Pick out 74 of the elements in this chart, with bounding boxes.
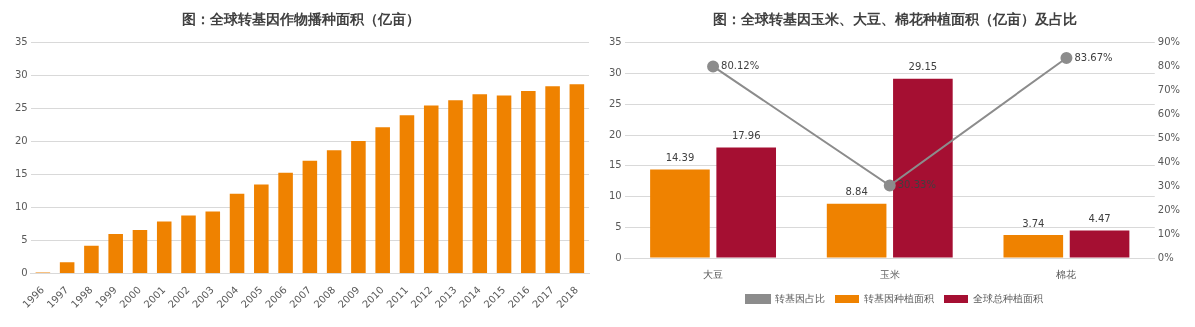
data-label: 3.74 xyxy=(1022,217,1045,229)
y-tick-label: 0 xyxy=(21,267,28,279)
data-label: 29.15 xyxy=(908,61,938,73)
chart-title: 图：全球转基因作物播种面积（亿亩） xyxy=(181,11,420,28)
bar xyxy=(302,160,318,274)
bar xyxy=(716,147,777,258)
bar xyxy=(472,94,488,274)
y-tick-label: 15 xyxy=(608,159,622,171)
y2-tick-label: 40% xyxy=(1157,155,1181,167)
y2-tick-label: 90% xyxy=(1157,36,1181,48)
legend-label: 转基因占比 xyxy=(775,292,825,304)
y2-tick-label: 10% xyxy=(1157,227,1181,239)
bar xyxy=(893,78,953,258)
bar xyxy=(181,215,196,274)
bar xyxy=(650,169,710,258)
x-tick-label: 大豆 xyxy=(703,268,724,280)
bar xyxy=(254,184,269,274)
legend-label: 转基因种植面积 xyxy=(864,292,934,304)
y-tick-label: 30 xyxy=(608,67,622,79)
data-label: 80.12% xyxy=(721,60,760,72)
bar xyxy=(423,105,439,274)
y-tick-label: 30 xyxy=(14,69,28,81)
y-tick-label: 5 xyxy=(615,220,622,232)
data-label: 83.67% xyxy=(1074,51,1113,63)
bar xyxy=(496,95,512,274)
y-tick-label: 10 xyxy=(14,201,28,213)
bar xyxy=(108,233,123,274)
y-tick-label: 0 xyxy=(615,251,622,263)
bar xyxy=(569,84,585,274)
y-tick-label: 25 xyxy=(14,102,28,114)
bar xyxy=(1003,235,1064,258)
bar xyxy=(59,262,75,274)
y-tick-label: 35 xyxy=(608,36,622,48)
y-tick-label: 25 xyxy=(608,97,622,109)
bar xyxy=(375,127,390,274)
bar xyxy=(521,90,536,274)
y-tick-label: 5 xyxy=(21,234,28,246)
y-tick-label: 15 xyxy=(14,168,28,180)
y2-tick-label: 60% xyxy=(1157,108,1181,120)
legend-label: 全球总种植面积 xyxy=(973,292,1043,304)
data-label: 14.39 xyxy=(665,152,695,164)
y2-tick-label: 0% xyxy=(1157,251,1174,263)
point xyxy=(707,60,720,73)
y2-tick-label: 20% xyxy=(1157,203,1181,215)
bar xyxy=(399,115,415,274)
bar xyxy=(205,211,221,274)
data-label: 8.84 xyxy=(845,186,868,198)
point xyxy=(1060,51,1073,64)
bar xyxy=(132,230,148,274)
y2-tick-label: 80% xyxy=(1157,60,1181,72)
chart-title: 图：全球转基因玉米、大豆、棉花种植面积（亿亩）及占比 xyxy=(712,11,1077,28)
x-tick-label: 棉花 xyxy=(1056,268,1077,280)
point xyxy=(883,179,896,192)
y2-tick-label: 30% xyxy=(1157,179,1181,191)
bar xyxy=(448,100,463,274)
data-label: 4.47 xyxy=(1088,213,1111,225)
bar xyxy=(156,221,172,274)
y-tick-label: 10 xyxy=(608,190,622,202)
y-tick-label: 35 xyxy=(14,36,28,48)
x-tick-label: 玉米 xyxy=(879,268,900,280)
bar xyxy=(351,141,366,274)
bar xyxy=(1069,230,1130,258)
y-tick-label: 20 xyxy=(14,135,28,147)
data-label: 17.96 xyxy=(731,130,761,142)
y2-tick-label: 50% xyxy=(1157,132,1181,144)
bar xyxy=(84,245,99,274)
bar xyxy=(545,86,560,274)
bar xyxy=(278,172,293,274)
bar xyxy=(229,193,245,274)
y2-tick-label: 70% xyxy=(1157,84,1181,96)
data-label: 30.33% xyxy=(897,179,936,191)
y-tick-label: 20 xyxy=(608,128,622,140)
bar xyxy=(326,150,342,274)
bar xyxy=(826,203,887,258)
